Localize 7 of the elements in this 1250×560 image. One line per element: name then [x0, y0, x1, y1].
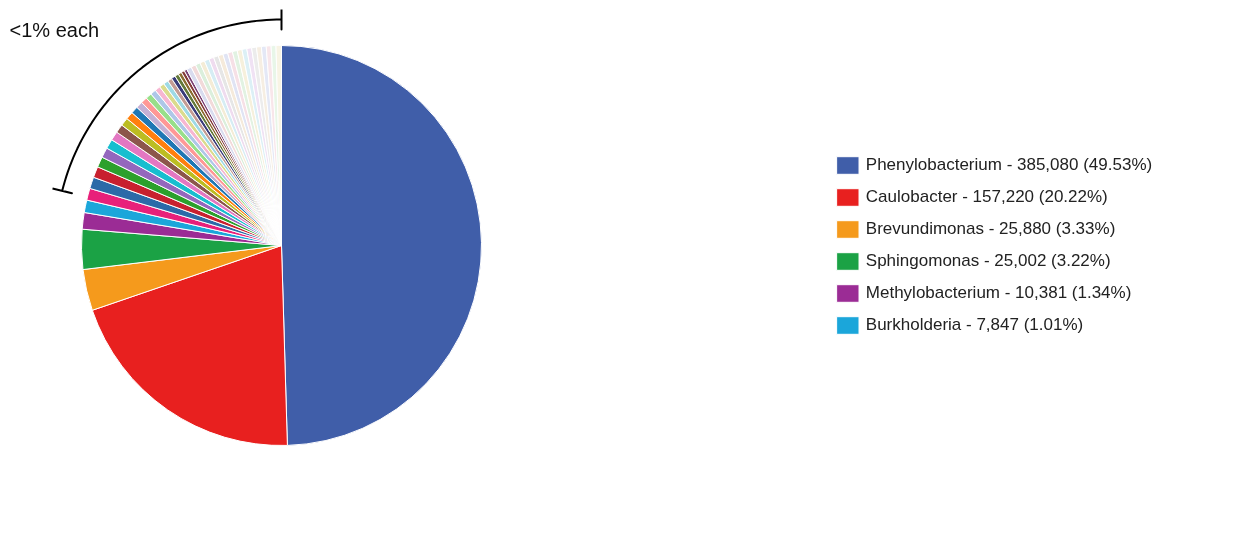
legend-label: Phenylobacterium - 385,080 (49.53%) — [865, 155, 1153, 175]
legend-label: Methylobacterium - 10,381 (1.34%) — [865, 283, 1132, 303]
legend-label: Burkholderia - 7,847 (1.01%) — [865, 315, 1084, 335]
text: <1% each — [9, 18, 100, 41]
legend-label: Caulobacter - 157,220 (20.22%) — [865, 187, 1108, 207]
legend-label: Sphingomonas - 25,002 (3.22%) — [865, 251, 1111, 271]
legend-label: Brevundimonas - 25,880 (3.33%) — [865, 219, 1116, 239]
